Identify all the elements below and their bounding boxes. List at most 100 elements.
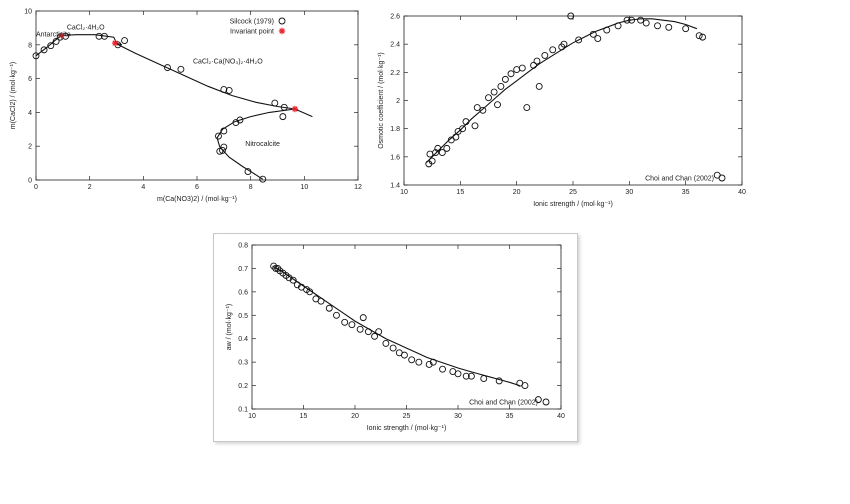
osmotic-coefficient-chart: 10 15 20 25 30 35 40 1.4 1.6 1.8 2 2.2 2.4 2.6 Ionic s… [378, 12, 746, 208]
legend-circle-marker [278, 17, 286, 25]
data-point [495, 377, 503, 385]
data-point [699, 33, 707, 41]
y-tick-label: 0.2 [238, 383, 248, 390]
legend-label: Choi and Chan (2002) [645, 176, 714, 183]
data-point [289, 276, 297, 284]
x-axis-label: Ionic strength / (mol·kg⁻¹) [367, 425, 447, 432]
data-point [220, 143, 228, 151]
x-tick-label: 25 [569, 189, 577, 196]
y-tick-label: 1.6 [390, 154, 400, 161]
data-point [642, 19, 650, 27]
data-point [32, 52, 40, 60]
y-tick-label: 0.3 [238, 360, 248, 367]
model-curve [426, 18, 698, 163]
data-point [306, 288, 314, 296]
plot-frame [403, 15, 743, 186]
data-point [270, 262, 278, 270]
x-tick-label: 25 [403, 413, 411, 420]
y-tick-label: 0.4 [238, 336, 248, 343]
data-point [462, 372, 470, 380]
data-point [274, 264, 282, 272]
data-point [408, 356, 416, 364]
data-point [164, 64, 171, 72]
x-tick-label: 40 [557, 413, 565, 420]
data-point [541, 51, 549, 59]
data-point [438, 149, 446, 157]
asterisk-stroke [279, 28, 285, 34]
x-tick-label: 15 [300, 413, 308, 420]
invariant-point-marker [111, 39, 119, 47]
region-label: CaCl₂·4H₂O [67, 25, 105, 32]
data-point [513, 66, 521, 73]
data-point [279, 113, 287, 121]
data-point [426, 150, 434, 158]
region-label: Nitrocalcite [245, 141, 280, 148]
data-point [518, 64, 526, 72]
y-tick-label: 4 [28, 110, 32, 117]
data-point [473, 104, 481, 111]
data-point [459, 125, 467, 133]
data-point [317, 297, 325, 305]
data-point [501, 75, 509, 83]
x-tick-label: 15 [456, 189, 464, 196]
data-point [389, 344, 397, 352]
data-point [443, 144, 451, 152]
model-curve [114, 42, 313, 118]
data-point [429, 358, 437, 366]
data-point [364, 328, 372, 336]
x-tick-label: 2 [88, 184, 92, 191]
data-point [356, 325, 364, 333]
data-point [177, 65, 185, 73]
data-point [523, 104, 531, 111]
y-tick-label: 6 [28, 76, 32, 83]
data-point [614, 22, 622, 30]
phase-diagram-chart: 0 2 4 6 8 10 12 0 2 4 6 8 10 m(Ca(NO3)2) / (mol·kg⁻¹)… [10, 9, 362, 204]
region-label: Antarcticite [36, 31, 71, 38]
asterisk-stroke [58, 32, 65, 39]
data-point [695, 32, 703, 40]
y-tick-label: 0.5 [238, 313, 248, 320]
data-point [348, 321, 356, 329]
y-tick-label: 0 [28, 178, 32, 185]
y-axis-label: Osmotic coefficient / (mol·kg⁻¹) [378, 52, 385, 149]
x-axis-label: m(Ca(NO3)2) / (mol·kg⁻¹) [157, 196, 237, 203]
x-tick-label: 30 [454, 413, 462, 420]
water-activity-chart-frame: 10 15 20 25 30 35 40 0.1 0.2 0.3 0.4 0.5 0.6 0.7 0.8 Io… [213, 233, 578, 442]
data-point [535, 82, 543, 90]
legend-label: Invariant point [230, 29, 274, 36]
data-point [95, 32, 103, 40]
y-tick-label: 2.2 [390, 70, 400, 77]
data-point [215, 132, 222, 140]
data-point [454, 370, 462, 378]
data-point [271, 99, 279, 107]
data-point [280, 103, 288, 111]
data-point [682, 25, 690, 33]
x-tick-label: 35 [506, 413, 514, 420]
data-point [219, 146, 226, 154]
data-point [480, 375, 488, 382]
data-point [121, 37, 129, 45]
x-tick-label: 10 [248, 413, 256, 420]
data-point [293, 281, 301, 289]
data-point [452, 133, 460, 141]
model-curve [272, 265, 520, 387]
data-point [521, 382, 529, 390]
data-point [428, 157, 436, 165]
data-point [623, 16, 631, 24]
data-point [589, 30, 597, 38]
x-tick-label: 30 [625, 189, 633, 196]
x-tick-label: 4 [141, 184, 145, 191]
invariant-point-marker [291, 105, 299, 113]
data-point [434, 144, 442, 152]
data-point [244, 168, 252, 176]
legend-circle-marker [718, 174, 726, 182]
data-point [100, 32, 108, 40]
data-point [341, 318, 349, 326]
data-point [507, 70, 515, 78]
y-axis-label: m(CaCl2) / (mol·kg⁻¹) [10, 62, 17, 129]
data-point [285, 274, 293, 282]
data-point [259, 175, 267, 183]
data-point [594, 35, 602, 42]
x-tick-label: 20 [351, 413, 359, 420]
y-tick-label: 0.6 [238, 289, 248, 296]
